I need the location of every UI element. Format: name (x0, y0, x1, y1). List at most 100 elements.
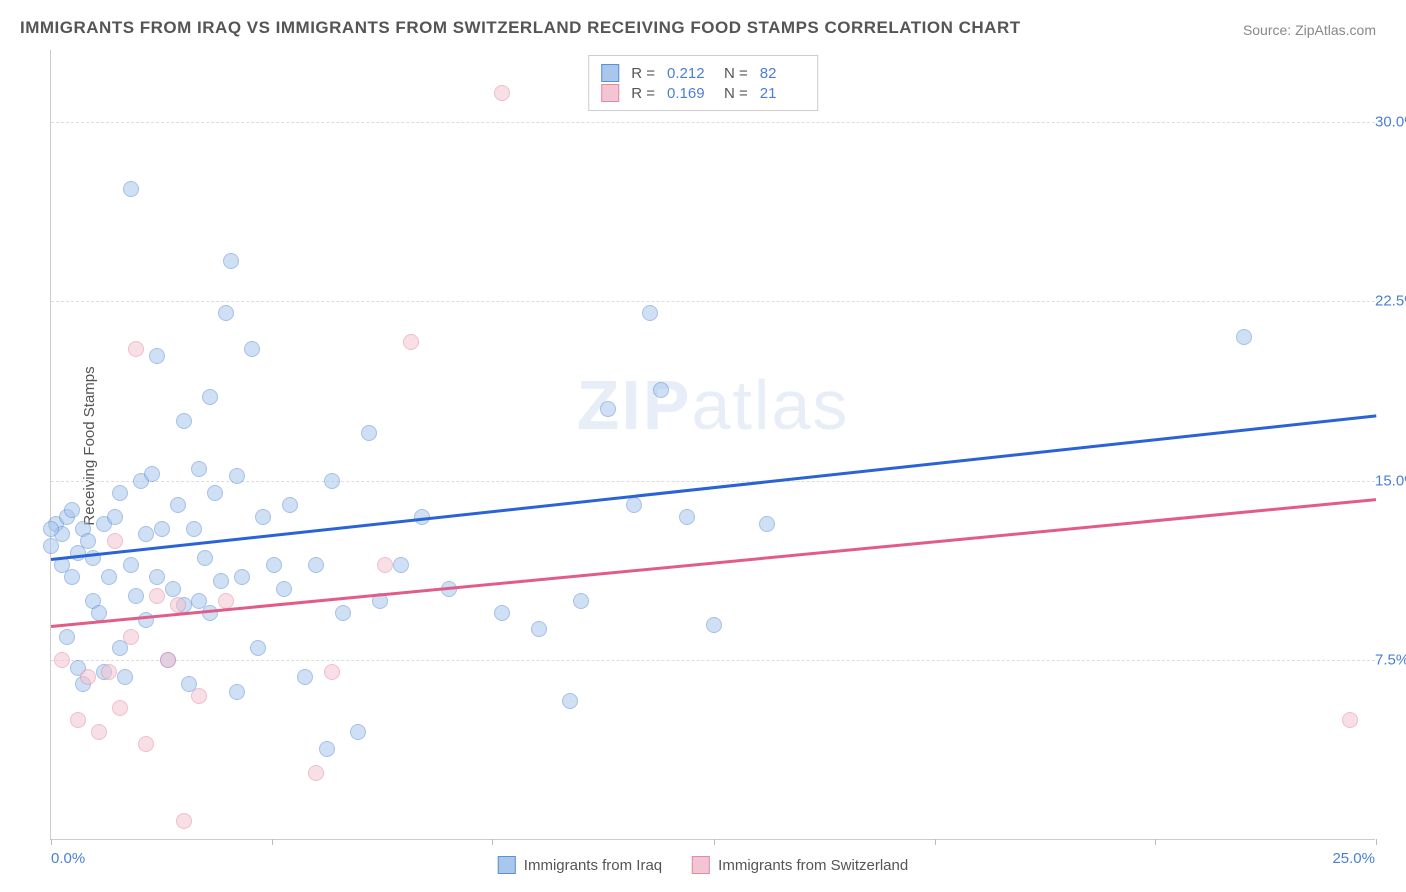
data-point (244, 341, 260, 357)
data-point (562, 693, 578, 709)
data-point (377, 557, 393, 573)
data-point (186, 521, 202, 537)
data-point (80, 533, 96, 549)
data-point (218, 305, 234, 321)
data-point (91, 724, 107, 740)
data-point (154, 521, 170, 537)
x-tick-min: 0.0% (51, 850, 85, 867)
data-point (160, 652, 176, 668)
x-tick-max: 25.0% (1332, 850, 1375, 867)
data-point (112, 485, 128, 501)
data-point (573, 593, 589, 609)
data-point (123, 629, 139, 645)
data-point (138, 526, 154, 542)
data-point (626, 497, 642, 513)
watermark: ZIPatlas (577, 365, 850, 445)
data-point (308, 557, 324, 573)
data-point (70, 712, 86, 728)
data-point (759, 516, 775, 532)
data-point (165, 581, 181, 597)
data-point (324, 664, 340, 680)
data-point (117, 669, 133, 685)
legend-item-iraq: Immigrants from Iraq (498, 856, 662, 874)
grid-line (51, 122, 1375, 123)
y-tick-label: 15.0% (1375, 472, 1406, 489)
y-tick-label: 22.5% (1375, 293, 1406, 310)
grid-line (51, 481, 1375, 482)
data-point (642, 305, 658, 321)
data-point (234, 569, 250, 585)
chart-title: IMMIGRANTS FROM IRAQ VS IMMIGRANTS FROM … (20, 18, 1021, 38)
data-point (149, 569, 165, 585)
series-legend: Immigrants from Iraq Immigrants from Swi… (498, 856, 908, 874)
stats-row-iraq: R =0.212 N =82 (601, 64, 805, 82)
stats-row-switzerland: R =0.169 N =21 (601, 84, 805, 102)
data-point (250, 640, 266, 656)
data-point (112, 700, 128, 716)
x-tick-mark (714, 839, 715, 845)
swatch-switzerland (692, 856, 710, 874)
trend-line (51, 498, 1376, 627)
data-point (128, 588, 144, 604)
data-point (1236, 329, 1252, 345)
data-point (144, 466, 160, 482)
x-tick-mark (1155, 839, 1156, 845)
data-point (653, 382, 669, 398)
swatch-switzerland (601, 84, 619, 102)
data-point (138, 612, 154, 628)
data-point (494, 605, 510, 621)
swatch-iraq (601, 64, 619, 82)
data-point (59, 629, 75, 645)
data-point (191, 688, 207, 704)
swatch-iraq (498, 856, 516, 874)
legend-label: Immigrants from Switzerland (718, 857, 908, 874)
stats-legend: R =0.212 N =82 R =0.169 N =21 (588, 55, 818, 111)
data-point (266, 557, 282, 573)
data-point (123, 557, 139, 573)
data-point (197, 550, 213, 566)
x-tick-mark (935, 839, 936, 845)
data-point (319, 741, 335, 757)
data-point (223, 253, 239, 269)
data-point (229, 684, 245, 700)
data-point (191, 461, 207, 477)
data-point (282, 497, 298, 513)
data-point (531, 621, 547, 637)
data-point (64, 569, 80, 585)
data-point (213, 573, 229, 589)
data-point (128, 341, 144, 357)
data-point (101, 664, 117, 680)
data-point (43, 521, 59, 537)
data-point (170, 497, 186, 513)
plot-area: ZIPatlas 7.5%15.0%22.5%30.0% 0.0% 25.0% (50, 50, 1375, 840)
data-point (176, 813, 192, 829)
data-point (170, 597, 186, 613)
x-tick-mark (272, 839, 273, 845)
data-point (176, 413, 192, 429)
data-point (54, 652, 70, 668)
data-point (64, 502, 80, 518)
x-tick-mark (1376, 839, 1377, 845)
data-point (229, 468, 245, 484)
data-point (101, 569, 117, 585)
data-point (297, 669, 313, 685)
data-point (324, 473, 340, 489)
data-point (361, 425, 377, 441)
data-point (403, 334, 419, 350)
y-tick-label: 30.0% (1375, 113, 1406, 130)
data-point (335, 605, 351, 621)
x-tick-mark (51, 839, 52, 845)
source-label: Source: ZipAtlas.com (1243, 22, 1376, 38)
data-point (679, 509, 695, 525)
data-point (350, 724, 366, 740)
data-point (393, 557, 409, 573)
grid-line (51, 301, 1375, 302)
data-point (600, 401, 616, 417)
data-point (706, 617, 722, 633)
data-point (80, 669, 96, 685)
trend-line (51, 414, 1376, 560)
grid-line (51, 660, 1375, 661)
x-tick-mark (492, 839, 493, 845)
data-point (149, 348, 165, 364)
y-tick-label: 7.5% (1375, 652, 1406, 669)
